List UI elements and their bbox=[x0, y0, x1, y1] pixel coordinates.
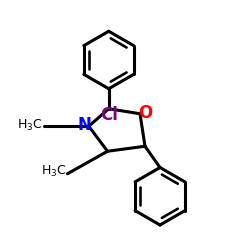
Text: H$_3$C: H$_3$C bbox=[17, 118, 42, 132]
Text: O: O bbox=[138, 104, 153, 122]
Text: N: N bbox=[77, 116, 91, 134]
Text: Cl: Cl bbox=[100, 106, 118, 124]
Text: H$_3$C: H$_3$C bbox=[41, 164, 66, 179]
